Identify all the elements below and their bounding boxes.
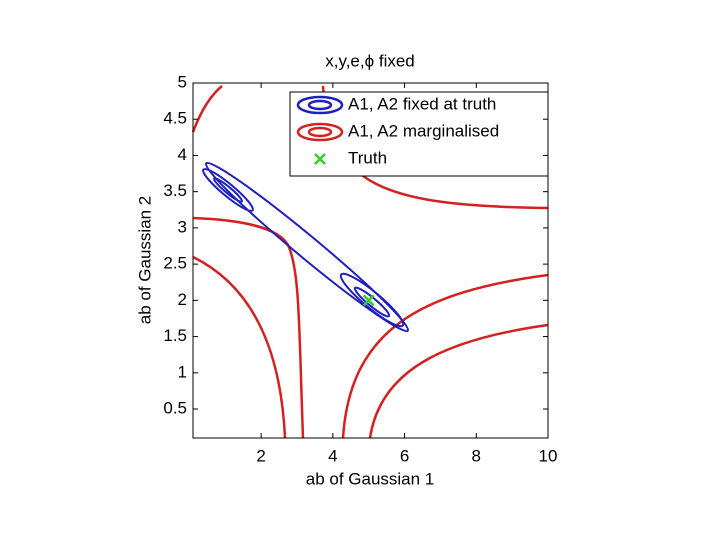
y-tick-label: 1 [178,362,187,381]
y-axis-label: ab of Gaussian 2 [135,196,154,325]
legend-marker [296,122,344,142]
legend-marker [314,153,326,165]
contour-line [339,272,405,328]
legend-marker [307,126,333,138]
contour-line [341,273,549,439]
y-tick-label: 3 [178,217,187,236]
legend-label: Truth [348,148,387,167]
y-tick-label: 1.5 [163,326,187,345]
plot-frame [192,82,549,439]
x-tick-label: 4 [328,446,337,465]
contour-line [204,161,410,333]
contour-line [192,255,287,439]
y-tick-label: 4 [178,145,187,164]
fixed-contours [202,161,410,333]
legend-marker [307,99,333,111]
truth-marker [362,294,375,307]
x-tick-label: 10 [539,446,558,465]
y-tick-label: 4.5 [163,109,187,128]
contour-line [213,177,243,203]
legend-marker [296,95,344,115]
x-axis-label: ab of Gaussian 1 [306,469,435,488]
contour-line [202,168,254,212]
y-tick-label: 2 [178,290,187,309]
x-tick-label: 8 [472,446,481,465]
legend-box [289,91,549,177]
contour-line [192,216,305,439]
legend-label: A1, A2 marginalised [348,121,499,140]
y-tick-label: 3.5 [163,181,187,200]
y-tick-label: 5 [178,72,187,91]
x-tick-label: 2 [256,446,265,465]
chart-title: x,y,e,ϕ fixed [325,51,415,70]
legend: A1, A2 fixed at truth A1, A2 marginalised… [289,91,549,177]
legend-label: A1, A2 fixed at truth [348,94,496,113]
y-tick-label: 2.5 [163,254,187,273]
contour-line [353,286,391,318]
x-tick-label: 6 [400,446,409,465]
y-tick-label: 0.5 [163,399,187,418]
contour-line [191,85,223,133]
contour-line [368,323,549,439]
